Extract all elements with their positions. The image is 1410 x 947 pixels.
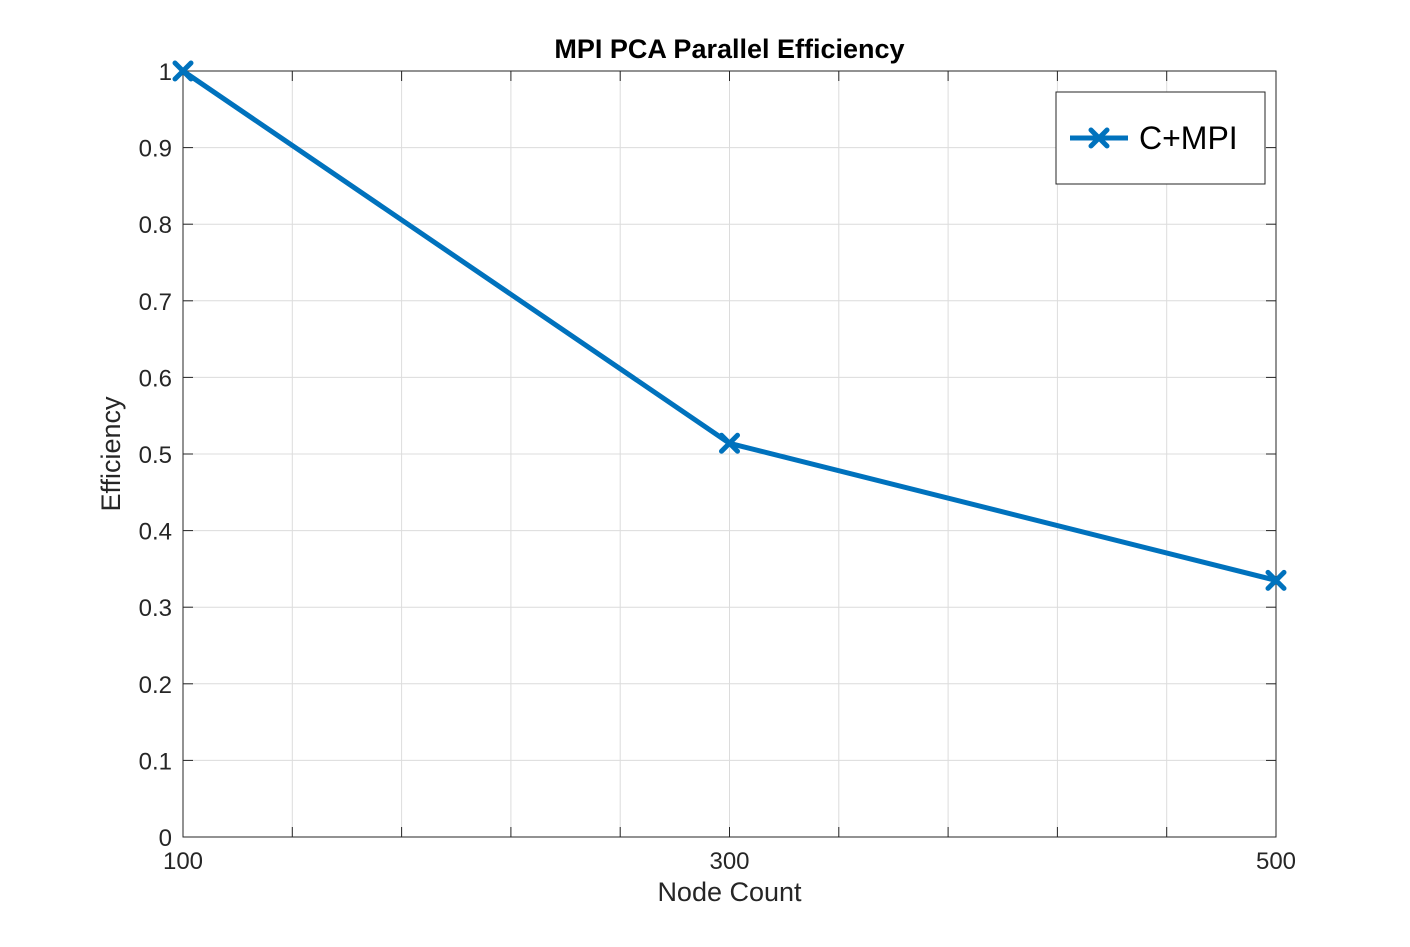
data-point-marker — [1265, 569, 1287, 591]
y-tick-label: 0.1 — [139, 748, 172, 775]
y-tick-label: 0.4 — [139, 519, 172, 546]
y-tick-label: 0.5 — [139, 442, 172, 469]
legend: C+MPI — [1055, 91, 1266, 185]
axis-ticks: 0 0.1 0.2 0.3 0.4 0.5 0.6 0.7 0.8 0.9 1 100 300 500 — [139, 59, 1296, 875]
legend-label: C+MPI — [1139, 120, 1238, 156]
marker-stroke — [1265, 569, 1287, 591]
y-tick-label: 0 — [159, 825, 172, 852]
y-tick-label: 0.6 — [139, 365, 172, 392]
y-tick-label: 1 — [159, 59, 172, 86]
y-axis-label: Efficiency — [96, 396, 126, 512]
marker-stroke — [172, 60, 194, 82]
x-tick-label: 300 — [709, 848, 749, 875]
x-tick-label: 100 — [163, 848, 203, 875]
y-tick-label: 0.2 — [139, 672, 172, 699]
x-tick-label: 500 — [1256, 848, 1296, 875]
legend-marker-stroke — [1088, 127, 1110, 149]
marker-stroke — [719, 432, 740, 454]
y-tick-label: 0.7 — [139, 289, 172, 316]
chart-title: MPI PCA Parallel Efficiency — [554, 34, 904, 64]
data-point-marker — [719, 432, 740, 454]
grid-lines — [183, 71, 1276, 837]
y-tick-label: 0.9 — [139, 136, 172, 163]
x-axis-label: Node Count — [657, 877, 802, 907]
series-layer — [172, 60, 1287, 591]
y-tick-label: 0.8 — [139, 212, 172, 239]
data-point-marker — [172, 60, 194, 82]
y-tick-label: 0.3 — [139, 595, 172, 622]
